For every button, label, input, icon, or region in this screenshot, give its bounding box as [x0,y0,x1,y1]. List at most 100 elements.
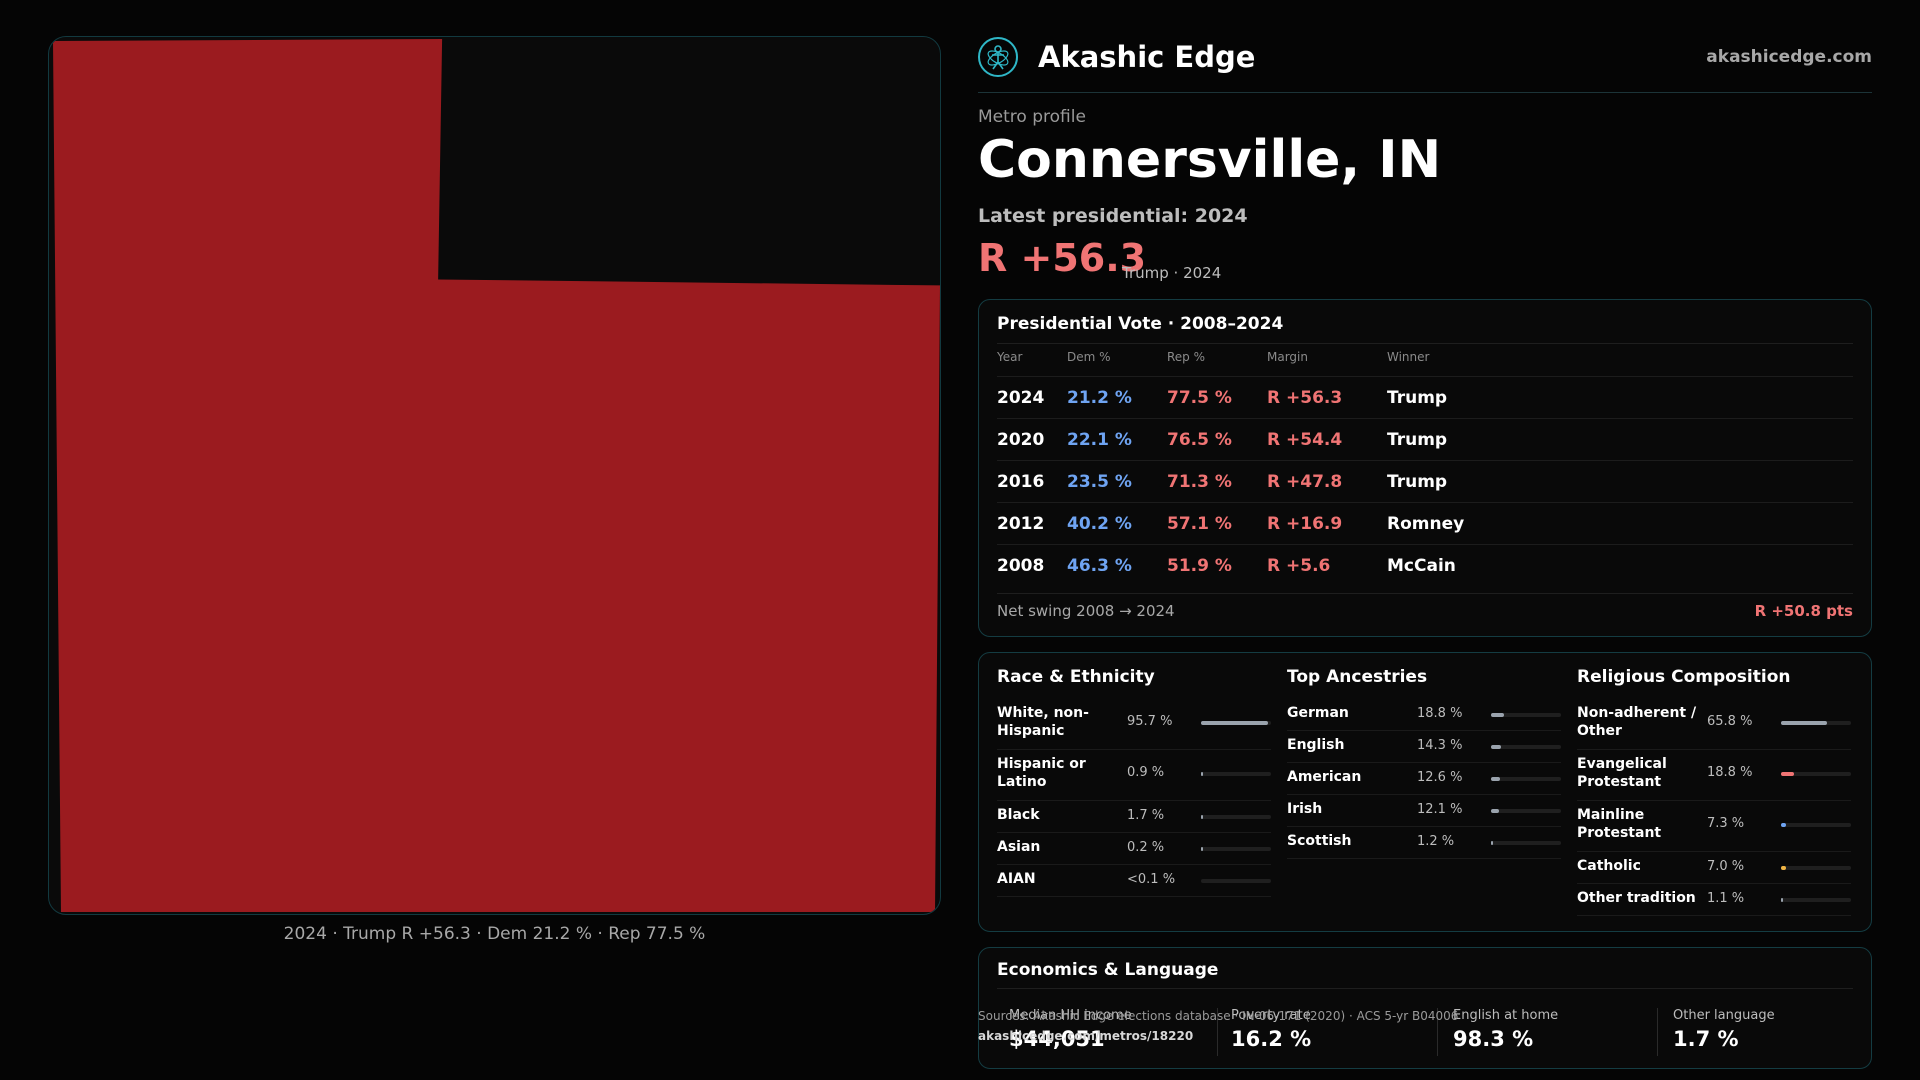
profile-eyebrow: Metro profile [978,107,1086,127]
race-label: AIAN [997,871,1036,887]
row-year: 2016 [997,472,1045,492]
religion-value: 18.8 % [1707,765,1753,780]
ancestry-value: 1.2 % [1417,834,1455,849]
row-margin: R +16.9 [1267,514,1343,534]
row-rep: 51.9 % [1167,556,1232,576]
econ-value: 16.2 % [1231,1027,1312,1051]
econ-other-language: Other language 1.7 % [1673,1008,1873,1051]
race-bar-track [1201,772,1271,776]
econ-divider [1217,1008,1218,1056]
econ-label: Other language [1673,1008,1775,1023]
religion-section: Religious Composition Non-adherent / Oth… [1577,667,1851,916]
ancestry-value: 12.1 % [1417,802,1463,817]
row-dem: 22.1 % [1067,430,1132,450]
ancestry-label: Irish [1287,801,1323,817]
ancestry-list: German 18.8 % English 14.3 % American 12.6 % I… [1287,699,1561,859]
table-row[interactable]: 2008 46.3 % 51.9 % R +5.6 McCain [997,544,1853,586]
race-label: Asian [997,839,1041,855]
race-bar-fill [1201,721,1268,725]
row-year: 2012 [997,514,1045,534]
ancestry-row[interactable]: German 18.8 % [1287,699,1561,731]
economics-card: Economics & Language Median HH income $4… [978,947,1872,1069]
ancestry-label: American [1287,769,1362,785]
row-rep: 71.3 % [1167,472,1232,492]
race-value: 1.7 % [1127,808,1165,823]
column-header-rep: Rep % [1167,350,1206,364]
religion-bar-track [1781,866,1851,870]
religion-row[interactable]: Evangelical Protestant 18.8 % [1577,750,1851,801]
religion-bar-track [1781,823,1851,827]
table-row[interactable]: 2024 21.2 % 77.5 % R +56.3 Trump [997,376,1853,418]
brand-name[interactable]: Akashic Edge [1038,40,1256,74]
county-shape[interactable] [52,38,940,913]
row-winner: McCain [1387,556,1456,576]
ancestry-bar-fill [1491,809,1500,813]
table-row[interactable]: 2012 40.2 % 57.1 % R +16.9 Romney [997,502,1853,544]
religion-bar-fill [1781,772,1795,776]
row-winner: Trump [1387,388,1448,408]
race-bar-track [1201,847,1271,851]
religion-section-title: Religious Composition [1577,667,1791,687]
latest-margin-sub: Trump · 2024 [1122,264,1222,282]
race-row[interactable]: Asian 0.2 % [997,833,1271,865]
brand-url-link[interactable]: akashicedge.com [1706,47,1872,67]
ancestry-row[interactable]: Scottish 1.2 % [1287,827,1561,859]
race-row[interactable]: AIAN <0.1 % [997,865,1271,897]
ancestry-row[interactable]: American 12.6 % [1287,763,1561,795]
column-header-dem: Dem % [1067,350,1111,364]
religion-value: 7.3 % [1707,816,1745,831]
econ-value: 1.7 % [1673,1027,1739,1051]
header-divider [978,92,1872,93]
religion-label: Mainline Protestant [1577,807,1662,841]
religion-value: 1.1 % [1707,891,1745,906]
religion-row[interactable]: Mainline Protestant 7.3 % [1577,801,1851,852]
race-label: Black [997,807,1040,823]
econ-value: $44,051 [1009,1027,1105,1051]
column-header-winner: Winner [1387,350,1430,364]
econ-divider [1657,1008,1658,1056]
ancestry-row[interactable]: English 14.3 % [1287,731,1561,763]
row-year: 2020 [997,430,1045,450]
race-bar-track [1201,879,1271,883]
ancestry-row[interactable]: Irish 12.1 % [1287,795,1561,827]
ancestry-bar-fill [1491,713,1505,717]
latest-presidential-label: Latest presidential: 2024 [978,205,1248,227]
religion-row[interactable]: Other tradition 1.1 % [1577,884,1851,916]
row-year: 2024 [997,388,1045,408]
religion-label: Other tradition [1577,890,1696,906]
table-row[interactable]: 2020 22.1 % 76.5 % R +54.4 Trump [997,418,1853,460]
row-margin: R +5.6 [1267,556,1331,576]
table-header: Year Dem % Rep % Margin Winner [997,350,1853,376]
religion-row[interactable]: Catholic 7.0 % [1577,852,1851,884]
religion-row[interactable]: Non-adherent / Other 65.8 % [1577,699,1851,750]
presidential-card-title: Presidential Vote · 2008–2024 [997,314,1284,334]
race-value: <0.1 % [1127,872,1176,887]
religion-value: 65.8 % [1707,714,1753,729]
source-url-link[interactable]: akashicedge.com/metros/18220 [978,1029,1194,1043]
religion-label: Catholic [1577,858,1641,874]
ancestry-bar-track [1491,809,1561,813]
ancestry-bar-fill [1491,745,1501,749]
presidential-vote-card: Presidential Vote · 2008–2024 Year Dem %… [978,299,1872,637]
religion-bar-track [1781,721,1851,725]
row-winner: Trump [1387,472,1448,492]
row-winner: Romney [1387,514,1465,534]
metro-map-svg [52,38,940,913]
row-dem: 46.3 % [1067,556,1132,576]
econ-median-income: Median HH income $44,051 [1009,1008,1209,1051]
net-swing-label: Net swing 2008 → 2024 [997,602,1175,620]
religion-label: Non-adherent / Other [1577,705,1697,739]
row-margin: R +54.4 [1267,430,1343,450]
race-row[interactable]: White, non-Hispanic 95.7 % [997,699,1271,750]
row-winner: Trump [1387,430,1448,450]
row-rep: 57.1 % [1167,514,1232,534]
religion-list: Non-adherent / Other 65.8 % Evangelical Pr… [1577,699,1851,916]
metro-map[interactable] [48,36,941,915]
table-row[interactable]: 2016 23.5 % 71.3 % R +47.8 Trump [997,460,1853,502]
race-row[interactable]: Black 1.7 % [997,801,1271,833]
race-row[interactable]: Hispanic or Latino 0.9 % [997,750,1271,801]
religion-bar-fill [1781,866,1786,870]
card-divider [997,988,1853,989]
atom-figure-icon[interactable] [978,37,1018,77]
race-bar-fill [1201,847,1203,851]
